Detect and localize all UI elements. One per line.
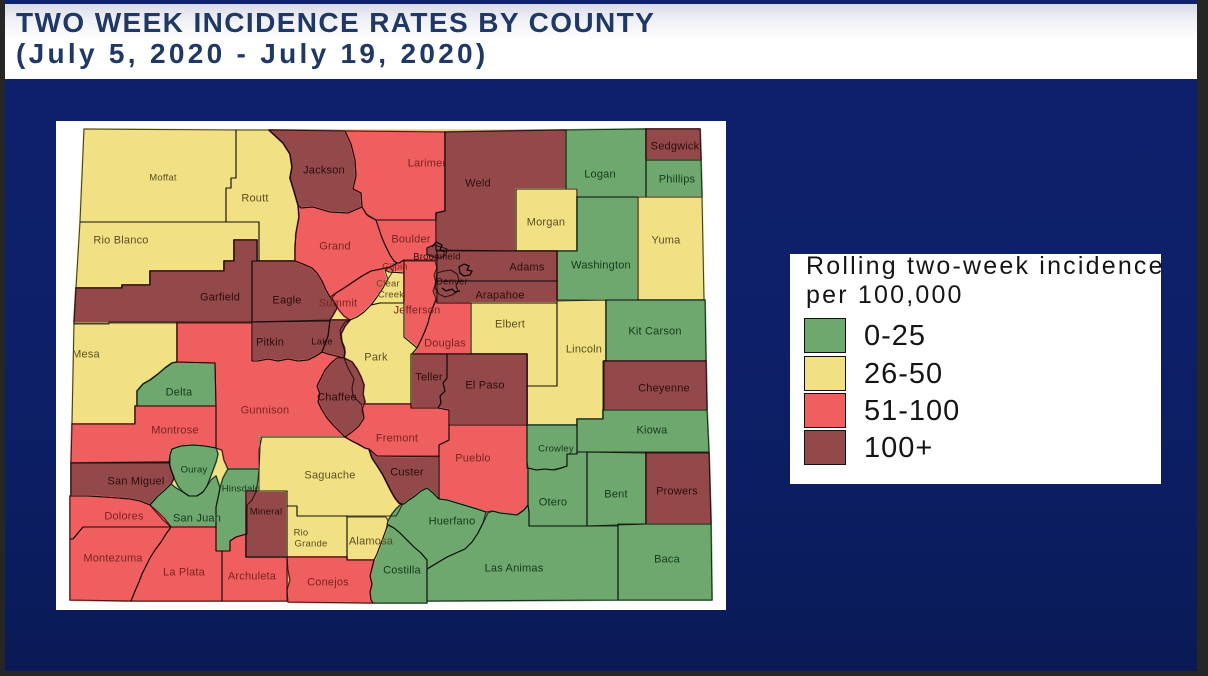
svg-text:Ouray: Ouray: [181, 465, 208, 476]
svg-text:Denver: Denver: [436, 277, 468, 288]
svg-text:Huerfano: Huerfano: [429, 516, 476, 528]
svg-text:Jefferson: Jefferson: [394, 305, 441, 317]
svg-text:Lake: Lake: [311, 337, 332, 348]
svg-text:Rio: Rio: [294, 528, 309, 539]
svg-text:Hinsdale: Hinsdale: [222, 484, 261, 495]
svg-text:San Juan: San Juan: [173, 513, 221, 525]
svg-text:Weld: Weld: [465, 178, 491, 190]
svg-text:Montrose: Montrose: [151, 425, 198, 437]
svg-text:Creek: Creek: [378, 290, 404, 301]
svg-text:Rio Blanco: Rio Blanco: [93, 235, 148, 247]
svg-text:Boulder: Boulder: [391, 234, 430, 246]
svg-text:Summit: Summit: [319, 298, 357, 310]
svg-text:Gilpin: Gilpin: [382, 262, 408, 273]
svg-text:Yuma: Yuma: [652, 235, 682, 247]
svg-text:Costilla: Costilla: [383, 565, 421, 577]
svg-text:San Miguel: San Miguel: [107, 476, 164, 488]
svg-text:El Paso: El Paso: [465, 380, 504, 392]
svg-text:Pitkin: Pitkin: [256, 337, 284, 349]
svg-text:Adams: Adams: [509, 262, 545, 274]
svg-text:Otero: Otero: [539, 497, 568, 509]
svg-text:Grande: Grande: [295, 539, 328, 550]
svg-text:Logan: Logan: [584, 169, 616, 181]
svg-text:Kit Carson: Kit Carson: [628, 326, 681, 338]
svg-text:Las Animas: Las Animas: [485, 563, 544, 575]
svg-text:Morgan: Morgan: [527, 217, 566, 229]
svg-text:Teller: Teller: [415, 372, 443, 384]
svg-text:Bent: Bent: [604, 489, 627, 501]
svg-text:La Plata: La Plata: [163, 567, 206, 579]
svg-text:Fremont: Fremont: [376, 433, 418, 445]
svg-text:Gunnison: Gunnison: [241, 405, 290, 417]
svg-text:Cheyenne: Cheyenne: [638, 383, 690, 395]
svg-text:Pueblo: Pueblo: [455, 453, 490, 465]
svg-text:Park: Park: [364, 352, 388, 364]
svg-text:Prowers: Prowers: [656, 486, 698, 498]
svg-text:Crowley: Crowley: [538, 444, 574, 455]
svg-text:Kiowa: Kiowa: [637, 425, 669, 437]
svg-text:Routt: Routt: [241, 193, 268, 205]
svg-text:Grand: Grand: [319, 241, 351, 253]
svg-text:Dolores: Dolores: [104, 511, 144, 523]
svg-text:Chaffee: Chaffee: [317, 392, 357, 404]
svg-text:Garfield: Garfield: [200, 292, 240, 304]
svg-text:Larimer: Larimer: [408, 158, 447, 170]
svg-text:Douglas: Douglas: [424, 338, 466, 350]
svg-text:Jackson: Jackson: [303, 165, 345, 177]
svg-text:Alamosa: Alamosa: [349, 536, 394, 548]
svg-text:Washington: Washington: [571, 260, 631, 272]
svg-text:Saguache: Saguache: [304, 470, 355, 482]
svg-text:Elbert: Elbert: [495, 319, 525, 331]
svg-text:Moffat: Moffat: [149, 173, 177, 184]
svg-text:Arapahoe: Arapahoe: [475, 290, 524, 302]
svg-text:Mineral: Mineral: [250, 507, 283, 518]
svg-text:Broomfield: Broomfield: [413, 252, 460, 263]
svg-text:Montezuma: Montezuma: [83, 553, 143, 565]
svg-text:Mesa: Mesa: [72, 349, 100, 361]
svg-text:Phillips: Phillips: [659, 174, 696, 186]
svg-text:Conejos: Conejos: [307, 577, 349, 589]
svg-text:Lincoln: Lincoln: [566, 344, 602, 356]
svg-text:Clear: Clear: [376, 279, 400, 290]
svg-text:Custer: Custer: [390, 467, 424, 479]
svg-text:Sedgwick: Sedgwick: [651, 141, 700, 153]
svg-text:Baca: Baca: [654, 554, 681, 566]
svg-text:Eagle: Eagle: [272, 295, 301, 307]
svg-text:Archuleta: Archuleta: [228, 571, 277, 583]
svg-text:Delta: Delta: [166, 387, 193, 399]
